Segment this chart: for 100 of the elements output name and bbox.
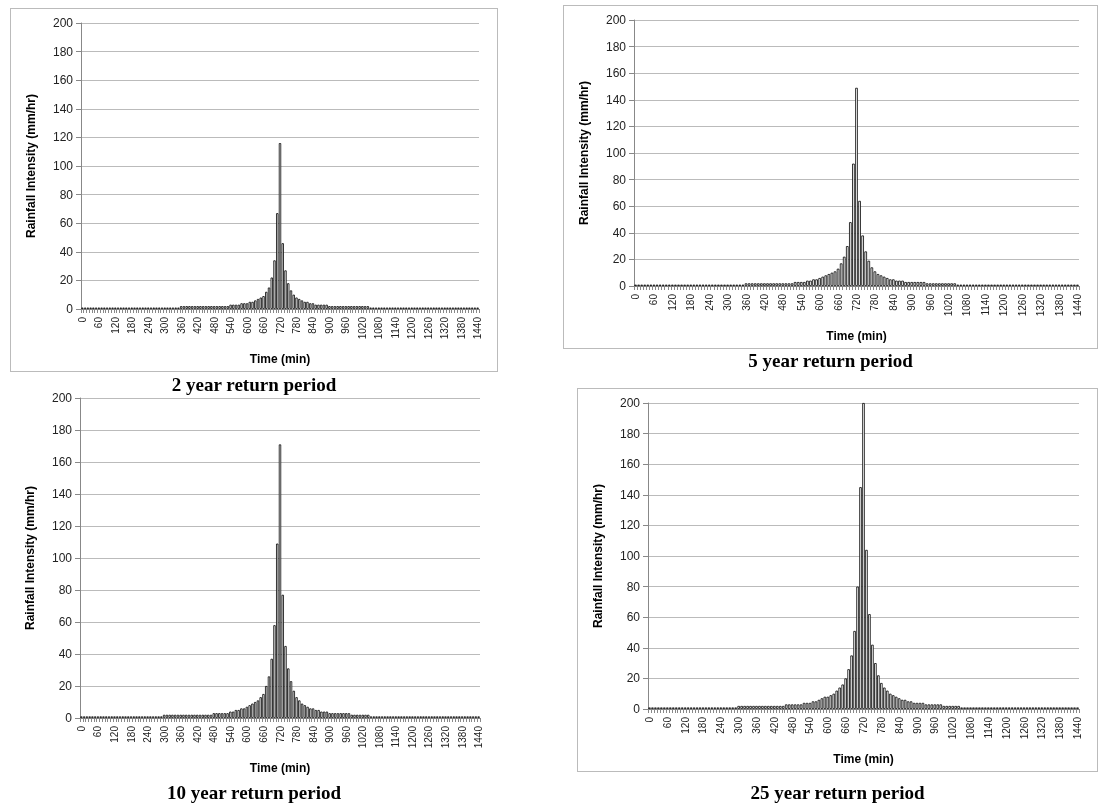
x-tick-label: 120 [666, 293, 678, 311]
y-tick-label: 160 [52, 73, 74, 88]
x-tick-label: 420 [191, 725, 203, 743]
y-axis-title: Rainfall Intensity (mm/hr) [24, 93, 38, 239]
x-tick-label: 1320 [1035, 293, 1047, 317]
x-tick-label: 720 [274, 725, 286, 743]
x-tick-label: 540 [224, 725, 236, 743]
text: 2 year return period [171, 374, 337, 395]
x-tick-label: 1140 [979, 293, 991, 316]
x-tick-label: 180 [126, 316, 138, 334]
y-tick-label: 80 [59, 187, 74, 202]
y-tick-label: 80 [626, 579, 641, 594]
x-tick-label: 240 [142, 725, 154, 743]
x-tick-label: 780 [291, 725, 303, 743]
x-tick-label: 1380 [455, 316, 467, 340]
y-tick-label: 100 [51, 551, 73, 565]
x-tick-label: 1140 [982, 716, 994, 739]
x-tick-label: 1380 [1053, 293, 1065, 317]
x-tick-label: 660 [257, 725, 269, 743]
y-tick-label: 100 [52, 159, 74, 173]
x-tick-label: 1020 [947, 716, 959, 740]
x-tick-label: 1080 [373, 725, 385, 749]
y-tick-label: 60 [59, 216, 74, 231]
x-tick-label: 900 [911, 716, 923, 734]
x-tick-label: 720 [274, 316, 286, 334]
x-tick-label: 900 [323, 316, 335, 334]
y-tick-label: 40 [626, 640, 641, 655]
y-tick-label: 160 [51, 455, 73, 469]
x-tick-label: 1440 [1071, 293, 1083, 317]
x-tick-label: 960 [340, 316, 352, 334]
x-tick-label: 60 [93, 316, 105, 329]
x-tick-label: 960 [929, 716, 941, 734]
x-tick-label: 780 [290, 316, 302, 334]
x-tick-label: 180 [697, 716, 709, 734]
x-tick-label: 480 [786, 716, 798, 734]
y-tick-label: 20 [58, 679, 73, 693]
y-tick-label: 160 [619, 457, 641, 472]
x-tick-label: 600 [822, 716, 834, 734]
y-tick-label: 80 [612, 172, 627, 187]
x-tick-label: 120 [109, 316, 121, 334]
x-tick-label: 660 [832, 293, 844, 311]
x-tick-label: 60 [648, 293, 660, 306]
y-tick-label: 80 [58, 583, 73, 597]
x-tick-label: 780 [869, 293, 881, 311]
y-tick-label: 100 [605, 146, 627, 160]
x-tick-label: 480 [208, 316, 220, 334]
y-tick-label: 200 [619, 396, 641, 410]
y-tick-label: 200 [51, 391, 73, 405]
y-tick-label: 180 [51, 423, 73, 437]
x-tick-label: 1440 [473, 725, 485, 749]
x-tick-label: 480 [777, 293, 789, 311]
x-tick-label: 1080 [373, 316, 385, 340]
x-tick-label: 900 [906, 293, 918, 311]
x-tick-label: 1320 [439, 316, 451, 340]
y-tick-label: 140 [52, 101, 74, 116]
text: 5 year return period [747, 350, 914, 372]
x-tick-label: 1020 [943, 293, 955, 317]
y-tick-label: 0 [633, 702, 641, 716]
x-tick-label: 600 [241, 316, 253, 334]
x-tick-label: 840 [887, 293, 899, 311]
x-tick-label: 240 [142, 316, 154, 334]
x-tick-label: 120 [679, 716, 691, 734]
x-tick-label: 0 [76, 316, 88, 323]
x-axis-title: Time (min) [249, 352, 311, 366]
y-axis-title: Rainfall Intensity (mm/hr) [591, 483, 605, 629]
x-tick-label: 420 [758, 293, 770, 311]
x-axis-title: Time (min) [833, 752, 894, 766]
x-tick-label: 1080 [961, 293, 973, 317]
x-tick-label: 1020 [357, 725, 369, 749]
x-tick-label: 0 [643, 716, 655, 723]
y-tick-label: 60 [626, 610, 641, 625]
x-tick-label: 1260 [1016, 293, 1028, 317]
y-tick-label: 20 [626, 671, 641, 686]
x-tick-label: 540 [804, 716, 816, 734]
y-axis-title: Rainfall Intensity (mm/hr) [577, 80, 591, 226]
x-tick-label: 300 [158, 725, 170, 743]
y-tick-label: 120 [51, 519, 73, 533]
x-tick-label: 1320 [1036, 716, 1048, 740]
text: 25 year return period [749, 782, 926, 804]
x-tick-label: 1320 [440, 725, 452, 749]
y-tick-label: 180 [619, 426, 641, 441]
x-tick-label: 300 [159, 316, 171, 334]
x-tick-label: 180 [125, 725, 137, 743]
y-tick-label: 100 [619, 549, 641, 563]
x-tick-label: 1440 [472, 316, 484, 340]
x-tick-label: 600 [814, 293, 826, 311]
x-tick-label: 660 [840, 716, 852, 734]
x-tick-label: 240 [715, 716, 727, 734]
x-tick-label: 1260 [1018, 716, 1030, 740]
y-tick-label: 180 [52, 44, 74, 59]
y-tick-label: 20 [612, 252, 627, 267]
y-axis-title: Rainfall Intensity (mm/hr) [23, 485, 37, 631]
x-tick-label: 360 [175, 725, 187, 743]
x-tick-label: 240 [703, 293, 715, 311]
y-tick-label: 120 [605, 119, 627, 134]
y-tick-label: 180 [605, 39, 627, 54]
x-tick-label: 1140 [390, 725, 402, 748]
x-tick-label: 1380 [456, 725, 468, 749]
y-tick-label: 140 [51, 487, 73, 501]
x-tick-label: 480 [208, 725, 220, 743]
